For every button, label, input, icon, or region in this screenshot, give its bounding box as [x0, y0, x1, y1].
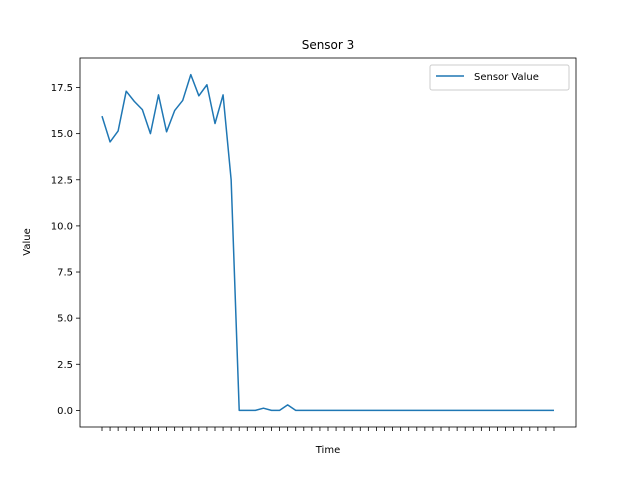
x-axis-ticks: [101, 427, 555, 431]
series-layer: [101, 73, 554, 412]
y-tick-label: 12.5: [51, 175, 73, 186]
y-axis-label: Value: [22, 228, 33, 255]
legend: Sensor Value: [429, 64, 570, 91]
legend-box: [429, 64, 570, 91]
y-tick-label: 2.5: [57, 360, 73, 371]
series-line-sensor-value: [101, 73, 554, 412]
legend-label-sensor-value: Sensor Value: [474, 72, 539, 83]
chart-title: Sensor 3: [302, 38, 355, 52]
y-tick-label: 10.0: [51, 221, 73, 232]
y-tick-label: 0.0: [57, 406, 73, 417]
y-tick-label: 5.0: [57, 314, 73, 325]
x-axis-label: Time: [315, 445, 340, 456]
y-tick-label: 7.5: [57, 268, 73, 279]
y-tick-label: 17.5: [51, 83, 73, 94]
plot-frame: [79, 57, 577, 428]
y-tick-label: 15.0: [51, 129, 73, 140]
y-axis-ticks: 0.0 2.5 5.0 7.5 10.0 12.5 15.0 17.5: [51, 83, 80, 417]
